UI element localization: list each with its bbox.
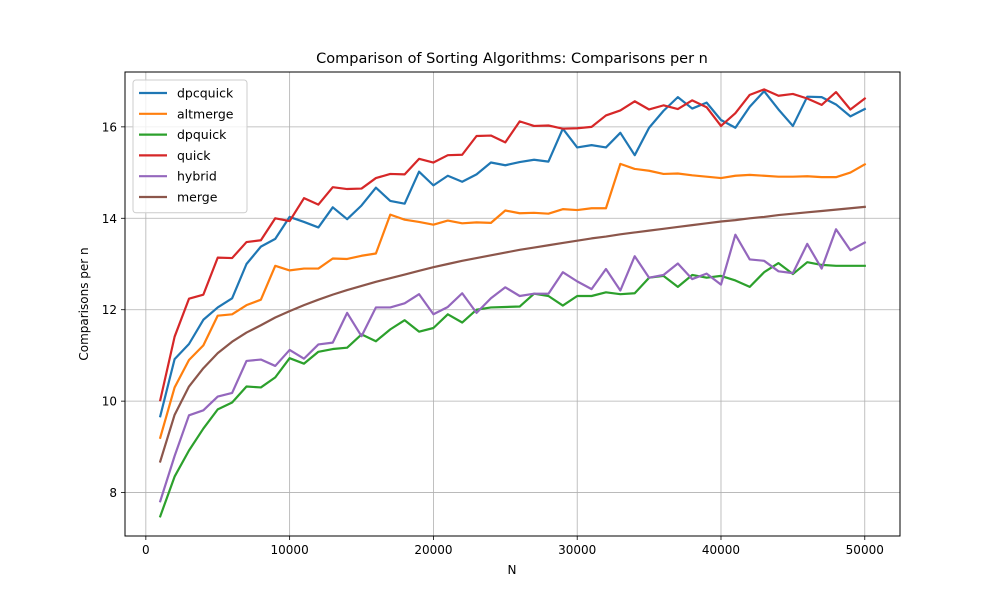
y-axis-label: Comparisons per n bbox=[77, 247, 91, 360]
x-tick-label: 50000 bbox=[846, 543, 884, 557]
legend: dpcquick altmerge dpquick quick hybrid merge bbox=[132, 79, 248, 214]
legend-label-merge: merge bbox=[177, 190, 218, 205]
legend-label-quick: quick bbox=[177, 148, 211, 163]
chart-title: Comparison of Sorting Algorithms: Compar… bbox=[316, 51, 708, 67]
x-tick-label: 10000 bbox=[271, 543, 309, 557]
plot-frame bbox=[124, 71, 901, 537]
x-tick-label: 20000 bbox=[414, 543, 452, 557]
y-tick-label: 14 bbox=[102, 212, 117, 226]
legend-label-altmerge: altmerge bbox=[177, 106, 234, 121]
series-line-dpcquick bbox=[158, 90, 867, 418]
y-tick-label: 10 bbox=[102, 395, 117, 409]
legend-label-hybrid: hybrid bbox=[177, 169, 217, 184]
series-line-dpquick bbox=[158, 261, 866, 518]
series-line-quick bbox=[158, 88, 867, 402]
legend-label-dpquick: dpquick bbox=[177, 127, 227, 142]
x-tick-label: 40000 bbox=[702, 543, 740, 557]
x-tick-label: 0 bbox=[142, 543, 150, 557]
y-tick-label: 8 bbox=[109, 486, 117, 500]
series-layer bbox=[158, 88, 867, 518]
legend-label-dpcquick: dpcquick bbox=[177, 86, 234, 101]
series-line-hybrid bbox=[158, 228, 867, 503]
x-tick-label: 30000 bbox=[558, 543, 596, 557]
series-line-altmerge bbox=[158, 162, 867, 440]
y-tick-label: 16 bbox=[102, 120, 117, 134]
y-tick-label: 12 bbox=[102, 303, 117, 317]
x-axis-label: N bbox=[508, 563, 517, 577]
grid-layer bbox=[125, 72, 900, 536]
tick-layer: 0 10000 20000 30000 40000 50000 8 10 12 14 16 bbox=[102, 120, 884, 557]
series-line-merge bbox=[158, 205, 866, 463]
